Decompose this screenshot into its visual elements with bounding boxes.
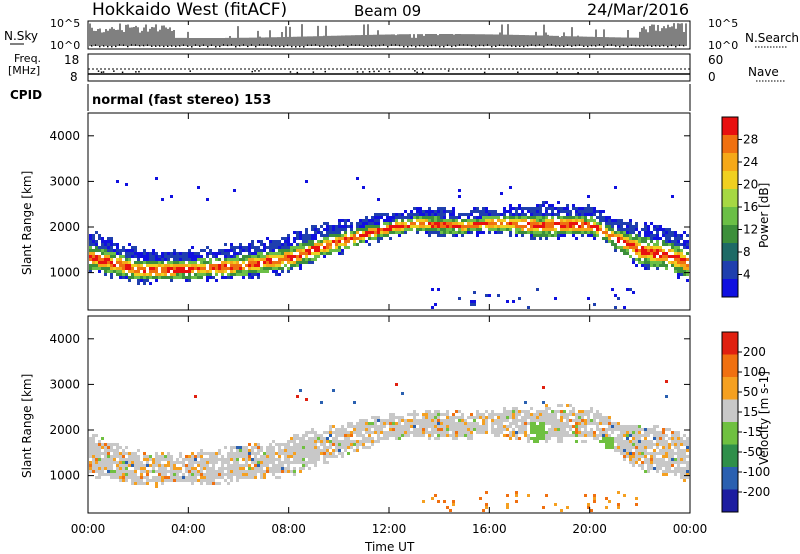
freq-label-line2: [MHz] — [8, 64, 40, 77]
colorbar-swatch — [722, 399, 738, 422]
noise-search-label: N.Search — [745, 31, 799, 45]
x-tick-label: 04:00 — [171, 522, 206, 536]
velocity-colorbar-label: Velocity [m s-1] — [757, 371, 771, 465]
velocity-panel: 4000 3000 2000 1000 Slant Range [km] — [20, 315, 691, 514]
nave-label: Nave — [748, 65, 779, 79]
y-tick-label: 3000 — [49, 174, 80, 188]
nave-tick-0: 0 — [708, 70, 716, 84]
colorbar-swatch — [722, 261, 738, 279]
noise-sky-trace — [89, 23, 687, 46]
x-tick-label: 20:00 — [572, 522, 607, 536]
noise-tick-bottom: 10^0 — [50, 39, 80, 52]
velocity-heatmap — [89, 380, 689, 512]
cpid-value: normal (fast stereo) 153 — [92, 93, 271, 108]
y-tick-label: 4000 — [49, 332, 80, 346]
noise-panel: N.Sky 10^5 10^0 10^5 10^0 N.Search — [4, 17, 799, 52]
y-tick-label: 3000 — [49, 377, 80, 391]
beam-label: Beam 09 — [354, 2, 421, 20]
colorbar-swatch — [722, 444, 738, 467]
y-tick-label: 2000 — [49, 220, 80, 234]
freq-label-line1: Freq. — [14, 52, 41, 65]
noise-search-trace — [91, 44, 685, 48]
colorbar-swatch — [722, 279, 738, 297]
colorbar-tick-label: 100 — [743, 365, 766, 379]
colorbar-swatch — [722, 422, 738, 445]
colorbar-tick-label: 4 — [743, 268, 751, 282]
colorbar-swatch — [722, 489, 738, 512]
y-tick-label: 1000 — [49, 469, 80, 483]
y-tick-label: 1000 — [49, 266, 80, 280]
cpid-label: CPID — [10, 88, 42, 102]
colorbar-tick-label: 12 — [743, 223, 758, 237]
time-axis: 00:00 04:00 08:00 12:00 16:00 20:00 00:00 — [71, 21, 708, 536]
velocity-y-axis: 4000 3000 2000 1000 — [49, 332, 690, 483]
freq-panel: Freq. [MHz] 18 8 60 0 Nave — [8, 52, 786, 84]
colorbar-swatch — [722, 153, 738, 171]
y-tick-label: 2000 — [49, 423, 80, 437]
colorbar-tick-label: 28 — [743, 133, 758, 147]
freq-tick-8: 8 — [70, 70, 78, 84]
time-axis-label: Time UT — [364, 540, 415, 554]
colorbar-tick-label: 50 — [743, 385, 758, 399]
x-tick-label: 00:00 — [71, 522, 106, 536]
colorbar-tick-label: -200 — [743, 485, 770, 499]
x-tick-label: 16:00 — [472, 522, 507, 536]
colorbar-tick-label: 24 — [743, 155, 758, 169]
noise-tick-bottom-right: 10^0 — [708, 39, 738, 52]
colorbar-swatch — [722, 225, 738, 243]
colorbar-swatch — [722, 135, 738, 153]
x-tick-label: 00:00 — [673, 522, 708, 536]
y-tick-label: 4000 — [49, 129, 80, 143]
power-colorbar: 28 24 20 16 12 8 4 — [721, 116, 758, 298]
velocity-ylabel: Slant Range [km] — [20, 374, 34, 478]
colorbar-tick-label: 15 — [743, 405, 758, 419]
date-label: 24/Mar/2016 — [587, 0, 689, 19]
colorbar-swatch — [722, 207, 738, 225]
power-colorbar-label: Power [dB] — [757, 183, 771, 248]
station-title: Hokkaido West (fitACF) — [92, 0, 287, 20]
colorbar-tick-label: -15 — [743, 425, 763, 439]
colorbar-swatch — [722, 332, 738, 355]
freq-tick-18: 18 — [64, 53, 79, 67]
colorbar-tick-label: 8 — [743, 245, 751, 259]
power-panel: 4000 3000 2000 1000 Slant Range [km] — [20, 112, 691, 311]
noise-tick-top: 10^5 — [50, 17, 80, 30]
colorbar-tick-label: 200 — [743, 345, 766, 359]
colorbar-swatch — [722, 171, 738, 189]
colorbar-swatch — [722, 354, 738, 377]
colorbar-tick-label: 20 — [743, 178, 758, 192]
cpid-panel: CPID normal (fast stereo) 153 — [10, 84, 691, 111]
colorbar-swatch — [722, 243, 738, 261]
colorbar-swatch — [722, 377, 738, 400]
nave-trace — [97, 70, 599, 74]
x-tick-label: 12:00 — [372, 522, 407, 536]
colorbar-swatch — [722, 189, 738, 207]
noise-tick-top-right: 10^5 — [708, 17, 738, 30]
colorbar-tick-label: -50 — [743, 445, 763, 459]
nave-tick-60: 60 — [708, 53, 723, 67]
power-y-axis: 4000 3000 2000 1000 — [49, 129, 690, 280]
power-heatmap — [89, 177, 689, 309]
velocity-colorbar: 200 100 50 15 -15 -50 -100 -200 — [721, 331, 770, 513]
x-tick-label: 08:00 — [271, 522, 306, 536]
colorbar-tick-label: -100 — [743, 465, 770, 479]
colorbar-swatch — [722, 467, 738, 490]
power-ylabel: Slant Range [km] — [20, 171, 34, 275]
noise-sky-label: N.Sky — [4, 29, 38, 43]
colorbar-tick-label: 16 — [743, 200, 758, 214]
colorbar-swatch — [722, 117, 738, 135]
